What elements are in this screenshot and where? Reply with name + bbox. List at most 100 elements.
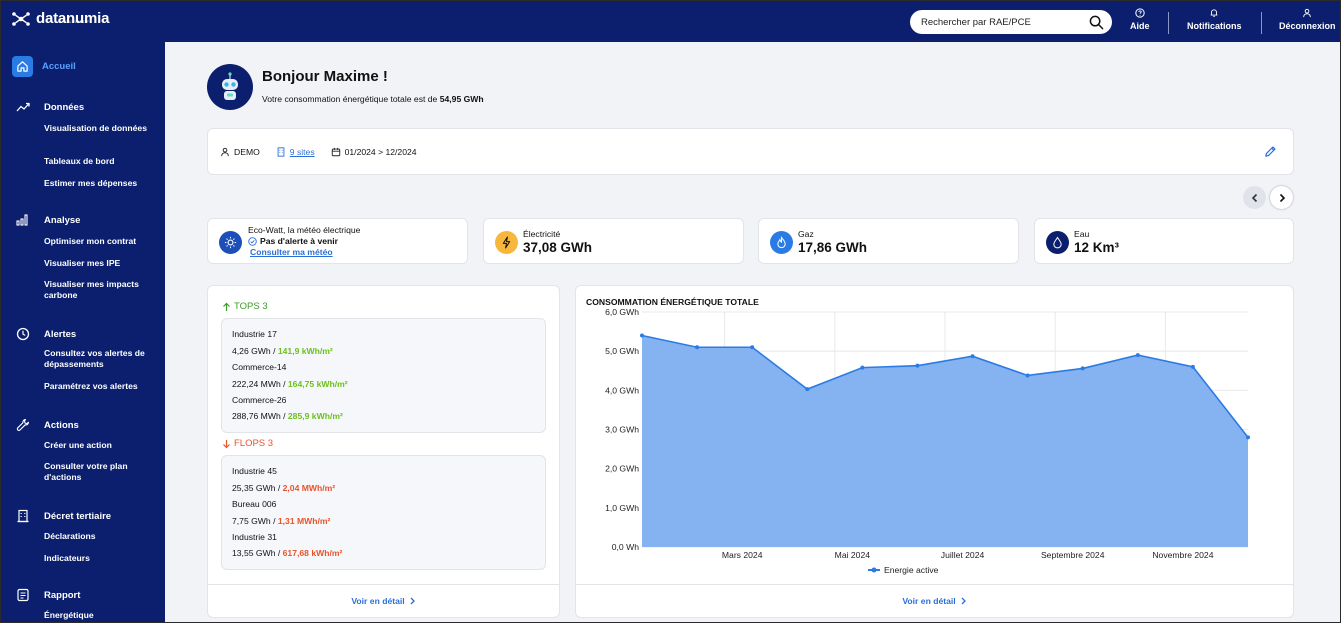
chevron-left-icon [1251, 193, 1257, 202]
chart-detail-link[interactable]: Voir en détail [576, 584, 1293, 617]
y-tick-label: 1,0 GWh [605, 503, 639, 513]
summary-text: Votre consommation énergétique totale es… [262, 94, 438, 104]
y-tick-label: 2,0 GWh [605, 464, 639, 474]
search-bar[interactable] [910, 10, 1112, 34]
logout-label: Déconnexion [1279, 21, 1336, 31]
consumption-chart: 0,0 Wh 1,0 GWh 2,0 GWh 3,0 GWh 4,0 GWh 5,0 GW… [605, 307, 1250, 575]
search-icon[interactable] [1089, 15, 1104, 30]
bar-chart-icon [16, 214, 28, 226]
sidebar-section-decret[interactable]: Décret tertiaire [16, 509, 111, 523]
y-tick-label: 3,0 GWh [605, 425, 639, 435]
previous-button[interactable] [1243, 186, 1266, 209]
ecowatt-card: Eco-Watt, la météo électrique Pas d'aler… [207, 218, 468, 264]
sidebar-item-plan-actions[interactable]: Consulter votre plan d'actions [44, 461, 128, 482]
next-button[interactable] [1270, 186, 1293, 209]
building-icon [17, 509, 29, 523]
water-drop-icon [1046, 231, 1069, 254]
list-item-value: 25,35 GWh / 2,04 MWh/m² [232, 483, 336, 493]
data-point [970, 354, 975, 359]
item-ratio: 285,9 kWh/m² [287, 411, 343, 421]
consumption-chart-card: CONSOMMATION ÉNERGÉTIQUE TOTALE 0,0 Wh 1,… [575, 285, 1294, 618]
sidebar-item-visualisation[interactable]: Visualisation de données [44, 123, 147, 133]
filter-period[interactable]: 01/2024 > 12/2024 [344, 147, 417, 157]
y-tick-label: 6,0 GWh [605, 307, 639, 317]
filter-sites-link[interactable]: 9 sites [289, 147, 315, 157]
sidebar-item-contrat[interactable]: Optimiser mon contrat [44, 236, 137, 246]
detail-label: Voir en détail [351, 596, 405, 606]
user-icon [221, 147, 229, 157]
list-item-name: Commerce-26 [232, 395, 287, 405]
sidebar-section-rapport[interactable]: Rapport [16, 588, 80, 602]
document-icon [17, 588, 29, 602]
help-button[interactable]: Aide [1130, 8, 1150, 31]
sidebar-section-donnees[interactable]: Données [16, 101, 84, 113]
notifications-button[interactable]: Notifications [1187, 8, 1242, 31]
x-tick-label: Juillet 2024 [941, 550, 985, 560]
filter-row: DEMO 9 sites 01/2024 > 12/2024 [220, 147, 417, 157]
sidebar-section-alertes[interactable]: Alertes [16, 327, 76, 341]
sun-icon [219, 231, 242, 254]
sidebar-item-energetique[interactable]: Énergétique [44, 610, 94, 620]
header-divider [1168, 12, 1169, 34]
sidebar-section-analyse[interactable]: Analyse [16, 214, 80, 226]
filter-bar: DEMO 9 sites 01/2024 > 12/2024 [207, 128, 1294, 175]
filter-client[interactable]: DEMO [234, 147, 260, 157]
arrow-down-icon [223, 439, 230, 448]
y-tick-label: 0,0 Wh [612, 542, 639, 552]
item-consumption: 4,26 GWh [232, 346, 271, 356]
logo-icon [12, 11, 30, 26]
detail-label: Voir en détail [902, 596, 956, 606]
legend-label: Energie active [884, 565, 939, 575]
pencil-icon[interactable] [1264, 145, 1277, 158]
tops-title: TOPS 3 [234, 301, 268, 312]
data-point [1190, 364, 1195, 369]
item-ratio: 2,04 MWh/m² [282, 483, 336, 493]
kpi-value: 17,86 GWh [798, 240, 868, 255]
sidebar-item-indicateurs[interactable]: Indicateurs [44, 553, 90, 563]
logout-button[interactable]: Déconnexion [1279, 8, 1336, 31]
item-ratio: 141,9 kWh/m² [277, 346, 333, 356]
consumption-summary: Votre consommation énergétique totale es… [262, 94, 484, 104]
kpi-value: 12 Km³ [1074, 240, 1120, 255]
kpi-label: Électricité [523, 229, 561, 239]
data-point [640, 333, 644, 338]
help-circle-icon [1135, 8, 1145, 18]
flops-header: FLOPS 3 [222, 438, 273, 449]
item-consumption: 7,75 GWh [232, 516, 271, 526]
ecowatt-link[interactable]: Consulter ma météo [250, 247, 333, 257]
sidebar-item-ipe[interactable]: Visualiser mes IPE [44, 258, 121, 268]
help-label: Aide [1130, 21, 1150, 31]
list-item-name: Industrie 31 [232, 532, 277, 542]
chart-title: CONSOMMATION ÉNERGÉTIQUE TOTALE [586, 297, 759, 307]
sidebar-item-carbone[interactable]: Visualiser mes impacts carbone [44, 279, 139, 300]
sidebar-item-depenses[interactable]: Estimer mes dépenses [44, 178, 138, 188]
sidebar-item-creer-action[interactable]: Créer une action [44, 440, 112, 450]
tops-detail-link[interactable]: Voir en détail [208, 584, 559, 617]
chevron-right-icon [1279, 193, 1285, 202]
logo-subtitle: GROUPE EDF [58, 19, 90, 24]
sidebar-section-label: Alertes [44, 328, 77, 340]
sidebar-item-declarations[interactable]: Déclarations [44, 531, 96, 541]
flops-title: FLOPS 3 [234, 438, 274, 449]
sidebar-section-actions[interactable]: Actions [16, 418, 79, 432]
logo[interactable]: datanumia [10, 10, 109, 27]
user-icon [1303, 8, 1312, 18]
y-tick-label: 5,0 GWh [605, 346, 639, 356]
sidebar-item-parametrer-alertes[interactable]: Paramétrez vos alertes [44, 381, 138, 391]
tops-header: TOPS 3 [222, 301, 268, 312]
y-tick-label: 4,0 GWh [605, 385, 639, 395]
x-tick-label: Mai 2024 [835, 550, 871, 560]
arrow-up-icon [223, 302, 230, 311]
eau-card[interactable]: Eau 12 Km³ [1034, 218, 1294, 264]
sidebar-section-label: Décret tertiaire [44, 510, 112, 522]
clock-icon [16, 327, 30, 341]
data-point [805, 387, 810, 392]
electricite-card[interactable]: Électricité 37,08 GWh [483, 218, 744, 264]
sidebar-item-alertes-depassements[interactable]: Consultez vos alertes de dépassements [44, 348, 145, 369]
sidebar-item-tableaux[interactable]: Tableaux de bord [44, 156, 115, 166]
ecowatt-status: Pas d'alerte à venir [248, 236, 338, 246]
gaz-card[interactable]: Gaz 17,86 GWh [758, 218, 1019, 264]
search-input[interactable] [921, 16, 1081, 28]
sidebar-item-home[interactable]: Accueil [12, 56, 76, 77]
data-point [1246, 435, 1250, 440]
